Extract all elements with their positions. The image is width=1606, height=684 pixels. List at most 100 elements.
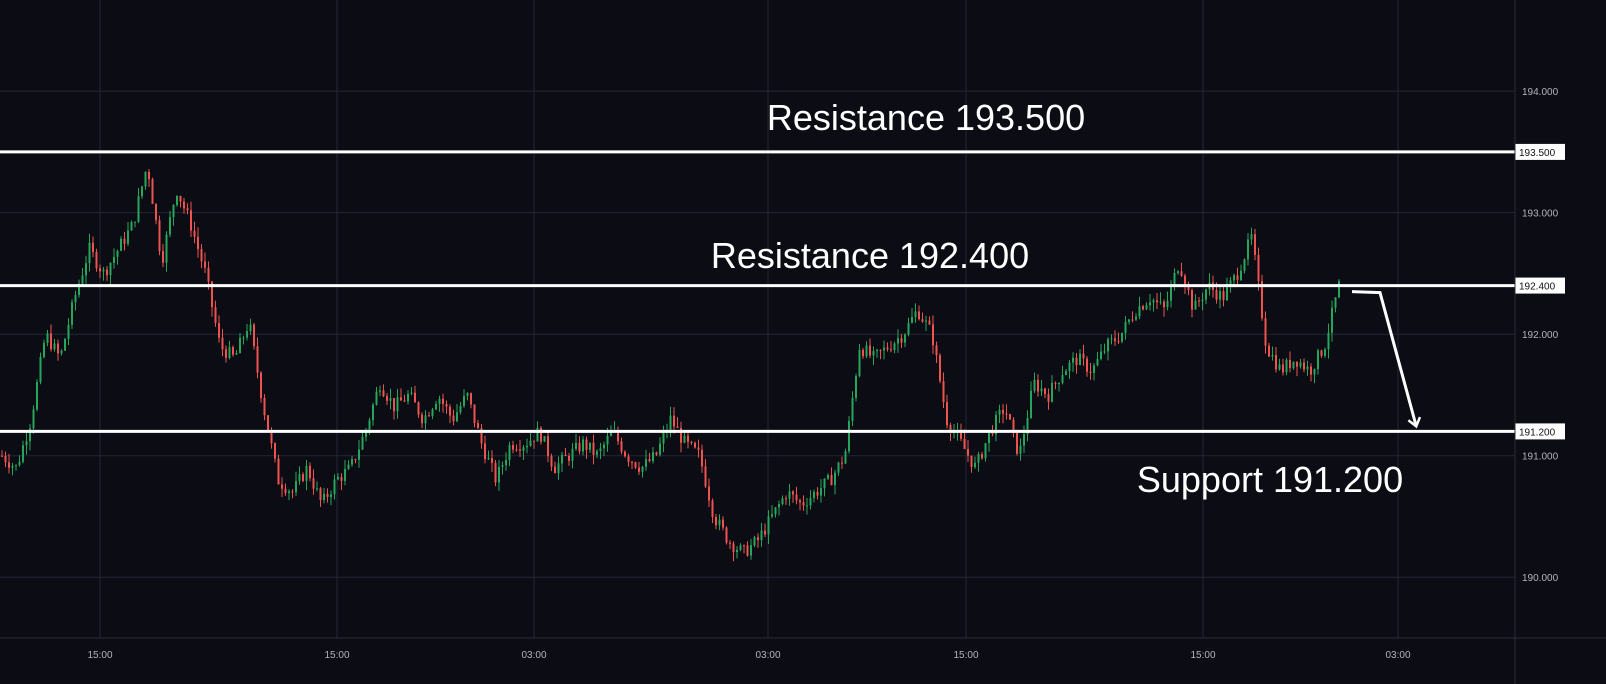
candle-body bbox=[494, 462, 497, 483]
candle-body bbox=[25, 441, 28, 446]
candle-body bbox=[603, 444, 605, 449]
candle-body bbox=[438, 398, 441, 404]
candle-body bbox=[134, 221, 136, 223]
candle-body bbox=[155, 203, 157, 221]
candle-body bbox=[421, 414, 423, 424]
candle-body bbox=[270, 431, 273, 444]
candle-body bbox=[298, 474, 301, 481]
level-tag bbox=[1515, 277, 1565, 294]
candle-body bbox=[890, 349, 892, 351]
candle-body bbox=[1303, 362, 1305, 370]
candle-body bbox=[1107, 339, 1109, 352]
candle-body bbox=[1222, 291, 1225, 301]
candle-body bbox=[95, 251, 98, 269]
candle-body bbox=[1177, 271, 1179, 273]
candle-body bbox=[750, 545, 752, 556]
candle-body bbox=[274, 443, 276, 459]
y-tick-label: 192.000 bbox=[1522, 330, 1559, 341]
candle-body bbox=[1306, 366, 1309, 370]
candle-body bbox=[43, 342, 45, 357]
candle-body bbox=[64, 338, 66, 351]
candle-body bbox=[676, 426, 679, 428]
candle-body bbox=[442, 398, 444, 404]
candle-body bbox=[806, 505, 808, 507]
candle-body bbox=[151, 179, 154, 204]
candle-body bbox=[886, 347, 889, 350]
candle-body bbox=[799, 500, 801, 503]
candle-body bbox=[29, 428, 31, 442]
candle-body bbox=[88, 242, 91, 264]
candle-body bbox=[410, 392, 413, 394]
candle-body bbox=[753, 537, 756, 546]
candle-body bbox=[897, 338, 899, 344]
candle-body bbox=[911, 317, 913, 323]
candle-body bbox=[498, 466, 500, 483]
candle-body bbox=[1135, 316, 1137, 320]
candle-body bbox=[1313, 369, 1316, 375]
candle-body bbox=[1324, 349, 1326, 356]
candle-body bbox=[704, 466, 707, 487]
candle-body bbox=[939, 355, 941, 382]
candle-body bbox=[547, 436, 549, 457]
candle-body bbox=[522, 447, 525, 451]
candle-body bbox=[53, 343, 56, 350]
candle-body bbox=[158, 220, 161, 252]
candle-body bbox=[620, 441, 623, 452]
candle-body bbox=[263, 398, 266, 416]
candle-body bbox=[267, 415, 269, 432]
candle-body bbox=[533, 440, 535, 442]
candle-body bbox=[39, 356, 42, 383]
candle-body bbox=[1187, 286, 1190, 291]
candle-body bbox=[186, 208, 189, 211]
candle-body bbox=[1299, 362, 1302, 367]
candle-body bbox=[708, 486, 710, 501]
candle-body bbox=[988, 431, 990, 444]
candle-body bbox=[1149, 302, 1151, 306]
level-annotation: Resistance 193.500 bbox=[767, 97, 1085, 138]
candle-body bbox=[970, 455, 973, 468]
candle-body bbox=[1226, 286, 1228, 301]
candle-body bbox=[18, 461, 21, 466]
candle-body bbox=[904, 334, 906, 343]
candle-body bbox=[71, 302, 73, 325]
candle-body bbox=[1128, 319, 1130, 322]
level-annotation: Support 191.200 bbox=[1137, 459, 1403, 500]
candle-body bbox=[1317, 350, 1319, 370]
candle-body bbox=[480, 428, 483, 444]
candle-body bbox=[1194, 300, 1197, 310]
candle-body bbox=[228, 347, 231, 358]
candle-body bbox=[333, 479, 336, 495]
x-tick-label: 15:00 bbox=[1190, 650, 1215, 661]
candle-body bbox=[1068, 362, 1071, 372]
candle-body bbox=[1086, 358, 1088, 372]
candle-body bbox=[816, 491, 819, 496]
candle-body bbox=[1334, 297, 1337, 308]
level-tag bbox=[1515, 143, 1565, 160]
x-tick-label: 03:00 bbox=[1385, 650, 1410, 661]
candle-body bbox=[1173, 272, 1176, 286]
candle-body bbox=[729, 542, 731, 544]
candle-body bbox=[1061, 375, 1064, 383]
candle-body bbox=[1201, 299, 1204, 302]
candle-body bbox=[351, 459, 353, 465]
candle-body bbox=[974, 462, 976, 468]
candle-body bbox=[386, 396, 388, 401]
candle-body bbox=[1040, 388, 1043, 392]
candle-body bbox=[568, 456, 570, 461]
candle-body bbox=[1331, 307, 1333, 333]
candle-body bbox=[372, 404, 374, 421]
candles bbox=[1, 168, 1340, 562]
candle-body bbox=[487, 458, 490, 460]
candle-body bbox=[872, 350, 875, 356]
candle-body bbox=[876, 349, 878, 351]
candle-body bbox=[1145, 305, 1148, 310]
candle-body bbox=[256, 346, 259, 373]
candle-body bbox=[879, 349, 882, 351]
candle-body bbox=[1191, 290, 1193, 310]
candle-body bbox=[309, 465, 311, 479]
levels: 193.500 Resistance 193.500 192.400 Resistan… bbox=[0, 97, 1565, 500]
candle-body bbox=[585, 439, 588, 450]
candle-body bbox=[921, 319, 924, 322]
candle-body bbox=[631, 461, 633, 463]
